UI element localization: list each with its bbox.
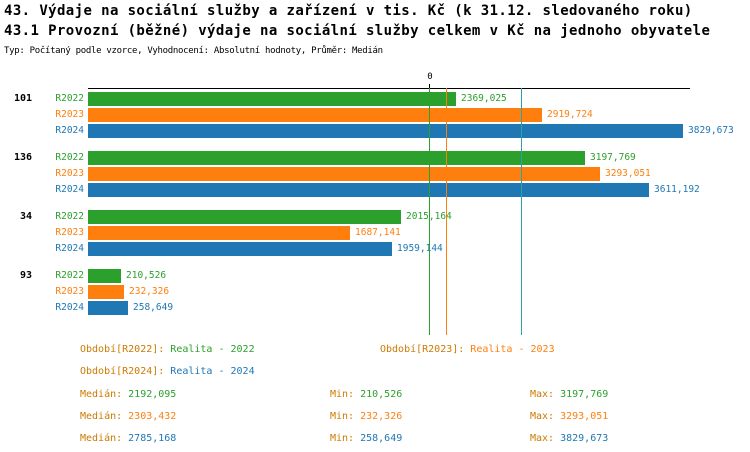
stat-max-r2024: Max: 3829,673 [530,433,608,444]
series-label: R2022 [55,270,84,281]
bar [88,301,128,315]
bar [88,151,585,165]
stat-label: Medián: [80,433,123,444]
legend-item-r2022: Období[R2022]: Realita - 2022 [80,344,255,355]
series-label: R2024 [55,302,84,313]
bar-value-label: 1959,144 [397,243,443,254]
stat-value: 232,326 [360,411,403,422]
stat-median-r2024: Medián: 2785,168 [80,433,176,444]
series-label: R2023 [55,227,84,238]
bar-value-label: 2369,025 [461,93,507,104]
bar [88,124,683,138]
stat-value: 210,526 [360,389,403,400]
bar-value-label: 232,326 [129,286,170,297]
stat-label: Medián: [80,389,123,400]
legend-value: Realita - 2024 [170,366,255,377]
bar-value-label: 210,526 [126,270,167,281]
report-title-line2: 43.1 Provozní (běžné) výdaje na sociální… [4,23,711,39]
stat-min-r2022: Min: 210,526 [330,389,402,400]
stat-value: 3829,673 [560,433,609,444]
legend-item-r2023: Období[R2023]: Realita - 2023 [380,344,555,355]
stat-max-r2023: Max: 3293,051 [530,411,608,422]
stat-max-r2022: Max: 3197,769 [530,389,608,400]
bar-value-label: 3197,769 [590,152,636,163]
group-id-label: 34 [19,211,32,222]
legend-label: Období[R2022]: [80,344,165,355]
x-axis-line [88,88,690,89]
stat-min-r2024: Min: 258,649 [330,433,402,444]
stat-value: 3293,051 [560,411,609,422]
stat-median-r2023: Medián: 2303,432 [80,411,176,422]
stat-label: Max: [530,389,555,400]
x-axis-zero-label: 0 [427,72,433,82]
bar [88,242,392,256]
group-id-label: 101 [13,93,32,104]
stat-value: 2303,432 [128,411,177,422]
legend-label: Období[R2024]: [80,366,165,377]
median-line [429,88,430,335]
series-label: R2022 [55,152,84,163]
group-id-label: 136 [13,152,32,163]
series-label: R2024 [55,125,84,136]
stat-median-r2022: Medián: 2192,095 [80,389,176,400]
stat-value: 2192,095 [128,389,177,400]
bar-chart: 0 101 R2022 2369,025 R2023 2919,724 R2024 3829… [0,70,750,340]
bar-value-label: 3829,673 [688,125,734,136]
stat-label: Medián: [80,411,123,422]
stat-label: Min: [330,411,355,422]
stat-value: 258,649 [360,433,403,444]
stat-min-r2023: Min: 232,326 [330,411,402,422]
group-id-label: 93 [19,270,32,281]
bar [88,108,542,122]
bar-value-label: 3611,192 [654,184,700,195]
stat-label: Min: [330,433,355,444]
report-title-line1: 43. Výdaje na sociální služby a zařízení… [4,3,693,19]
report-subtitle: Typ: Počítaný podle vzorce, Vyhodnocení:… [4,46,383,56]
series-label: R2023 [55,168,84,179]
median-line [446,88,447,335]
bar [88,226,350,240]
stat-value: 2785,168 [128,433,177,444]
bar-value-label: 2919,724 [547,109,593,120]
series-label: R2024 [55,243,84,254]
series-label: R2024 [55,184,84,195]
bar-value-label: 258,649 [133,302,174,313]
bar [88,285,124,299]
series-label: R2022 [55,211,84,222]
bar-value-label: 1687,141 [355,227,401,238]
bar [88,167,600,181]
legend-label: Období[R2023]: [380,344,465,355]
stat-value: 3197,769 [560,389,609,400]
legend-value: Realita - 2022 [170,344,255,355]
bar-value-label: 3293,051 [605,168,651,179]
bar-value-label: 2015,164 [406,210,452,224]
series-label: R2022 [55,93,84,104]
bar [88,183,649,197]
stat-label: Max: [530,433,555,444]
bar [88,269,121,283]
stat-label: Min: [330,389,355,400]
median-line [521,88,522,335]
series-label: R2023 [55,286,84,297]
stat-label: Max: [530,411,555,422]
legend-value: Realita - 2023 [470,344,555,355]
bar [88,210,401,224]
legend-item-r2024: Období[R2024]: Realita - 2024 [80,366,255,377]
series-label: R2023 [55,109,84,120]
bar [88,92,456,106]
